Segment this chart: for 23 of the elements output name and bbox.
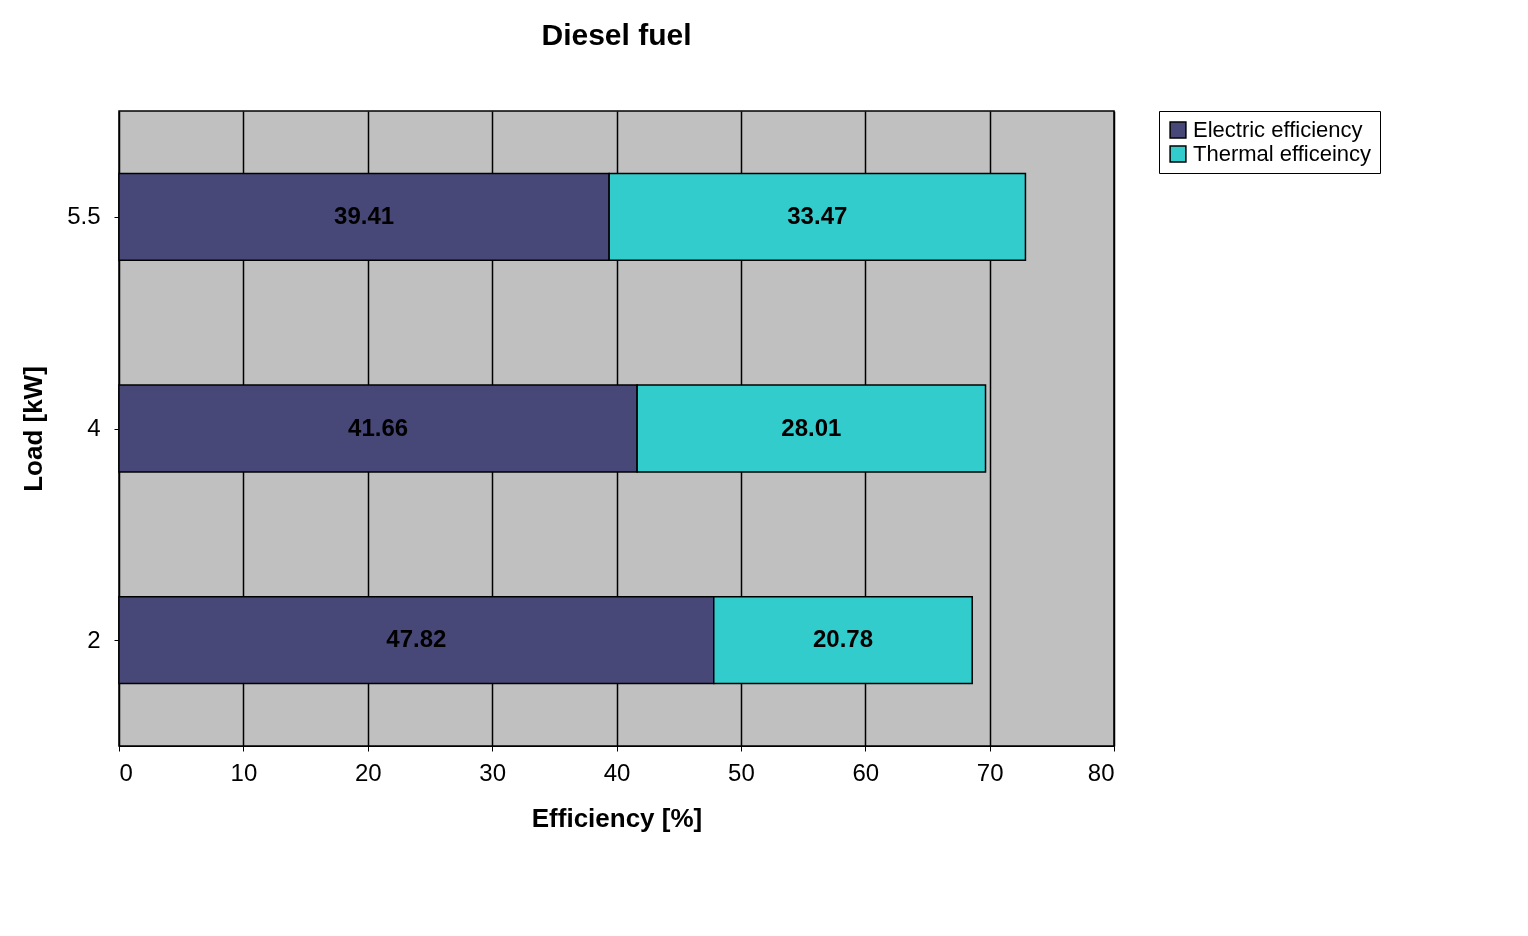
chart-title: Diesel fuel [541, 17, 692, 51]
x-axis-title: Efficiency [%] [531, 802, 703, 833]
x-tick-label: 70 [976, 758, 1004, 786]
x-tick-label: 40 [603, 758, 631, 786]
legend-label: Thermal efficeincy [1193, 141, 1372, 166]
x-tick-label: 10 [230, 758, 258, 786]
data-label: 28.01 [781, 413, 842, 441]
x-tick-label: 0 [119, 758, 133, 786]
x-tick-label: 80 [1087, 758, 1115, 786]
data-label: 39.41 [334, 201, 395, 229]
y-tick-label: 2 [87, 625, 101, 653]
x-tick-label: 50 [728, 758, 755, 786]
y-tick-label: 4 [87, 414, 101, 441]
x-tick-label: 30 [479, 758, 506, 786]
x-tick-label: 60 [852, 758, 880, 786]
x-tick-label: 20 [354, 758, 382, 786]
data-label: 20.78 [812, 625, 874, 653]
y-tick-label: 5.5 [67, 202, 101, 230]
legend-label: Electric efficiency [1193, 117, 1363, 142]
data-label: 47.82 [386, 625, 447, 653]
data-label: 41.66 [348, 413, 409, 441]
y-axis-title: Load [kW] [18, 366, 49, 492]
data-label: 33.47 [787, 201, 848, 229]
